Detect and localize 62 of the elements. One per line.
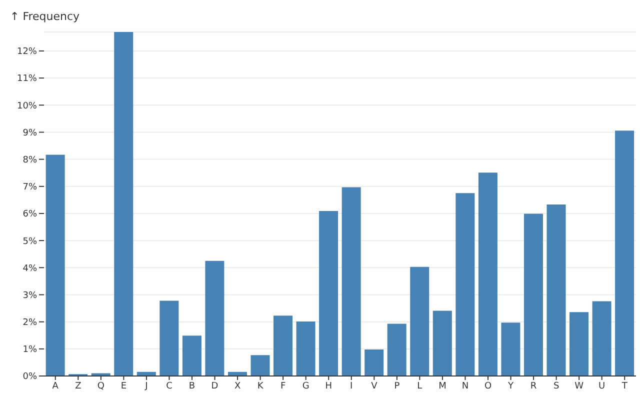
- x-tick-label: Q: [97, 381, 104, 392]
- y-axis-title: ↑ Frequency: [10, 10, 80, 23]
- x-tick-label: C: [166, 381, 172, 392]
- y-tick-label: 10%: [16, 101, 38, 112]
- x-tick-label: F: [280, 381, 286, 392]
- x-tick-label: W: [574, 381, 584, 392]
- bar: [592, 301, 612, 376]
- x-tick-label: D: [211, 381, 218, 392]
- y-tick-label: 5%: [22, 236, 38, 247]
- y-tick-label: 7%: [22, 182, 38, 193]
- x-tick-label: K: [257, 381, 264, 392]
- bar: [296, 322, 316, 376]
- y-tick-label: 4%: [22, 264, 38, 274]
- x-tick-label: T: [620, 381, 628, 392]
- x-tick-label: V: [371, 381, 378, 392]
- x-tick-label: P: [394, 381, 400, 392]
- bar: [546, 204, 566, 376]
- y-tick-label: 2%: [22, 318, 38, 328]
- x-tick-label: X: [234, 381, 241, 392]
- x-tick-label: J: [144, 381, 148, 392]
- bar: [456, 193, 475, 376]
- y-tick-label: 11%: [16, 74, 38, 84]
- bar: [114, 32, 134, 376]
- bar: [410, 266, 430, 376]
- x-tick-label: S: [553, 381, 560, 392]
- y-tick-label: 8%: [22, 156, 38, 166]
- bar: [432, 310, 452, 376]
- x-tick-label: B: [188, 381, 196, 392]
- x-tick-label: M: [438, 381, 446, 392]
- x-tick-label: R: [530, 381, 537, 392]
- y-tick-label: 6%: [22, 210, 38, 220]
- x-tick-label: L: [417, 381, 422, 392]
- x-tick-label: Z: [75, 381, 82, 392]
- y-tick-label: 9%: [22, 128, 38, 138]
- bar: [182, 336, 202, 376]
- bar: [46, 154, 65, 376]
- bar: [319, 211, 338, 376]
- x-tick-label: N: [462, 381, 469, 392]
- bar: [160, 300, 179, 376]
- x-tick-label: G: [302, 381, 310, 392]
- bar: [570, 312, 589, 376]
- x-tick-label: A: [52, 381, 60, 392]
- x-tick-label: O: [484, 381, 492, 392]
- x-tick-label: I: [350, 381, 353, 392]
- y-tick-label: 1%: [22, 345, 38, 356]
- bar: [524, 214, 543, 376]
- bar: [342, 187, 361, 376]
- bar: [615, 130, 634, 376]
- x-tick-label: E: [120, 381, 127, 392]
- x-tick-label: H: [325, 381, 332, 392]
- x-tick-label: U: [598, 381, 606, 392]
- x-tick-label: Y: [507, 381, 514, 392]
- bar: [205, 260, 224, 376]
- y-tick-label: 0%: [22, 372, 38, 382]
- bar: [250, 355, 270, 376]
- y-tick-label: 12%: [16, 47, 38, 58]
- bar: [501, 322, 520, 376]
- bar: [274, 316, 293, 376]
- bar: [364, 349, 384, 376]
- bar: [478, 172, 498, 376]
- y-tick-label: 3%: [22, 290, 38, 301]
- bar: [387, 324, 406, 376]
